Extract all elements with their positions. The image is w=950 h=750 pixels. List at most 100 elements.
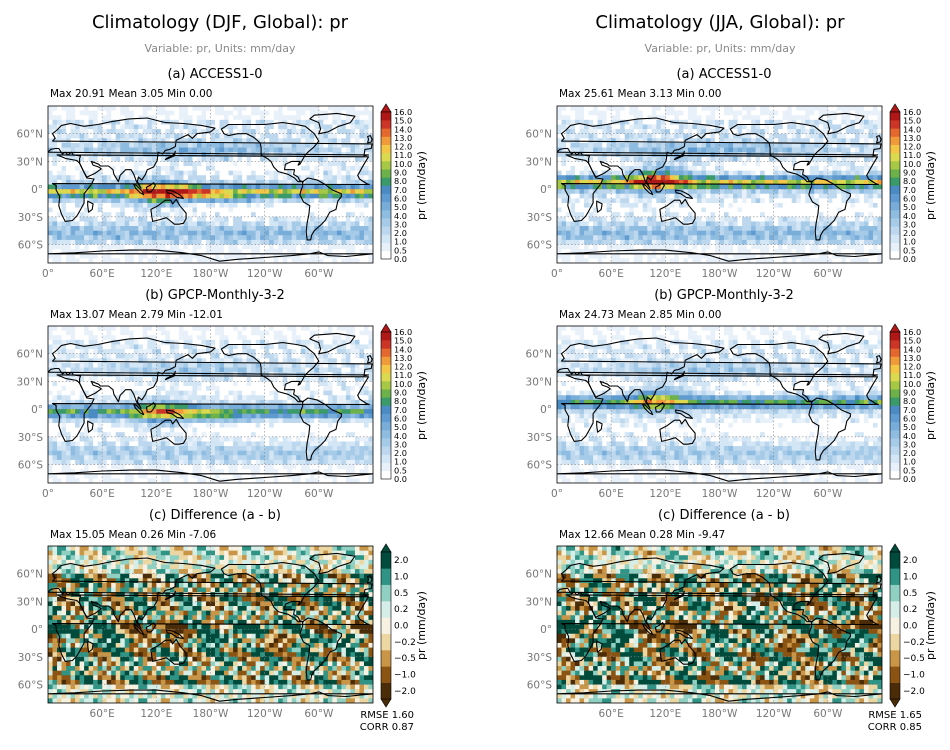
field-cell xyxy=(318,138,324,144)
field-cell xyxy=(66,459,72,466)
field-cell xyxy=(165,427,171,433)
field-cell xyxy=(187,235,194,241)
field-cell xyxy=(156,455,162,461)
field-cell xyxy=(115,432,121,438)
field-cell xyxy=(219,147,225,153)
field-cell xyxy=(102,253,108,259)
field-cell xyxy=(341,409,347,415)
field-cell xyxy=(242,249,248,255)
field-cell xyxy=(260,376,266,383)
field-cell xyxy=(300,386,306,392)
field-cell xyxy=(192,110,198,116)
field-cell xyxy=(255,110,261,116)
field-cell xyxy=(332,376,338,383)
field-cell xyxy=(242,152,248,158)
field-cell xyxy=(201,344,207,350)
field-cell xyxy=(102,147,108,153)
field-cell xyxy=(120,179,126,186)
field-cell xyxy=(84,367,90,373)
field-cell xyxy=(201,404,207,410)
field-cell xyxy=(278,193,284,199)
field-cell xyxy=(269,464,275,470)
field-cell xyxy=(192,386,198,392)
field-cell xyxy=(228,129,234,135)
field-cell xyxy=(192,390,198,396)
field-cell xyxy=(287,147,293,153)
field-cell xyxy=(178,184,185,190)
field-cell xyxy=(97,119,103,126)
field-cell xyxy=(79,349,85,355)
field-cell xyxy=(75,422,81,429)
field-cell xyxy=(165,184,171,190)
field-cell xyxy=(70,175,76,181)
field-cell xyxy=(323,344,329,350)
field-cell xyxy=(66,473,72,479)
field-cell xyxy=(196,326,203,332)
field-cell xyxy=(111,124,117,130)
field-cell xyxy=(201,161,207,167)
field-cell xyxy=(183,106,189,112)
field-cell xyxy=(106,367,112,373)
field-cell xyxy=(183,202,189,209)
field-cell xyxy=(359,207,365,213)
field-cell xyxy=(88,216,94,223)
field-cell xyxy=(142,381,148,387)
field-cell xyxy=(165,110,171,116)
field-cell xyxy=(174,358,180,364)
field-cell xyxy=(106,207,112,213)
field-cell xyxy=(115,399,121,406)
field-cell xyxy=(224,427,230,433)
field-cell xyxy=(174,459,180,466)
field-cell xyxy=(147,473,153,479)
field-cell xyxy=(75,469,81,475)
field-cell xyxy=(228,202,234,209)
field-cell xyxy=(111,335,117,341)
field-cell xyxy=(183,207,189,213)
field-cell xyxy=(323,170,329,176)
field-cell xyxy=(228,258,234,263)
field-cell xyxy=(151,339,157,346)
field-cell xyxy=(260,147,266,153)
field-cell xyxy=(88,464,94,470)
field-cell xyxy=(291,441,297,447)
field-cell xyxy=(70,142,76,149)
field-cell xyxy=(327,478,333,483)
field-cell xyxy=(57,106,63,112)
field-cell xyxy=(124,249,130,255)
field-cell xyxy=(246,253,252,259)
field-cell xyxy=(84,147,90,153)
field-cell xyxy=(345,216,352,223)
field-cell xyxy=(341,367,347,373)
field-cell xyxy=(323,381,329,387)
field-cell xyxy=(115,455,121,461)
field-cell xyxy=(66,216,72,223)
field-cell xyxy=(260,235,266,241)
field-cell xyxy=(165,399,171,406)
field-cell xyxy=(88,399,94,406)
field-cell xyxy=(48,133,54,139)
field-cell xyxy=(219,170,225,176)
field-cell xyxy=(336,202,342,209)
field-cell xyxy=(269,404,275,410)
field-cell xyxy=(255,450,261,456)
field-cell xyxy=(350,446,356,452)
field-cell xyxy=(142,358,148,364)
coastline xyxy=(220,122,320,183)
field-cell xyxy=(160,133,166,139)
field-cell xyxy=(147,367,153,373)
field-cell xyxy=(93,221,99,227)
field-cell xyxy=(210,418,216,424)
field-cell xyxy=(368,344,373,350)
field-cell xyxy=(287,142,293,149)
field-cell xyxy=(187,166,194,172)
x-tick-label: 180°W xyxy=(193,268,229,280)
field-cell xyxy=(138,175,144,181)
field-cell xyxy=(66,142,72,149)
field-cell xyxy=(106,427,112,433)
field-cell xyxy=(70,170,76,176)
field-cell xyxy=(120,221,126,227)
field-cell xyxy=(224,198,230,204)
field-cell xyxy=(84,133,90,139)
field-cell xyxy=(187,239,194,246)
field-cell xyxy=(205,399,212,406)
